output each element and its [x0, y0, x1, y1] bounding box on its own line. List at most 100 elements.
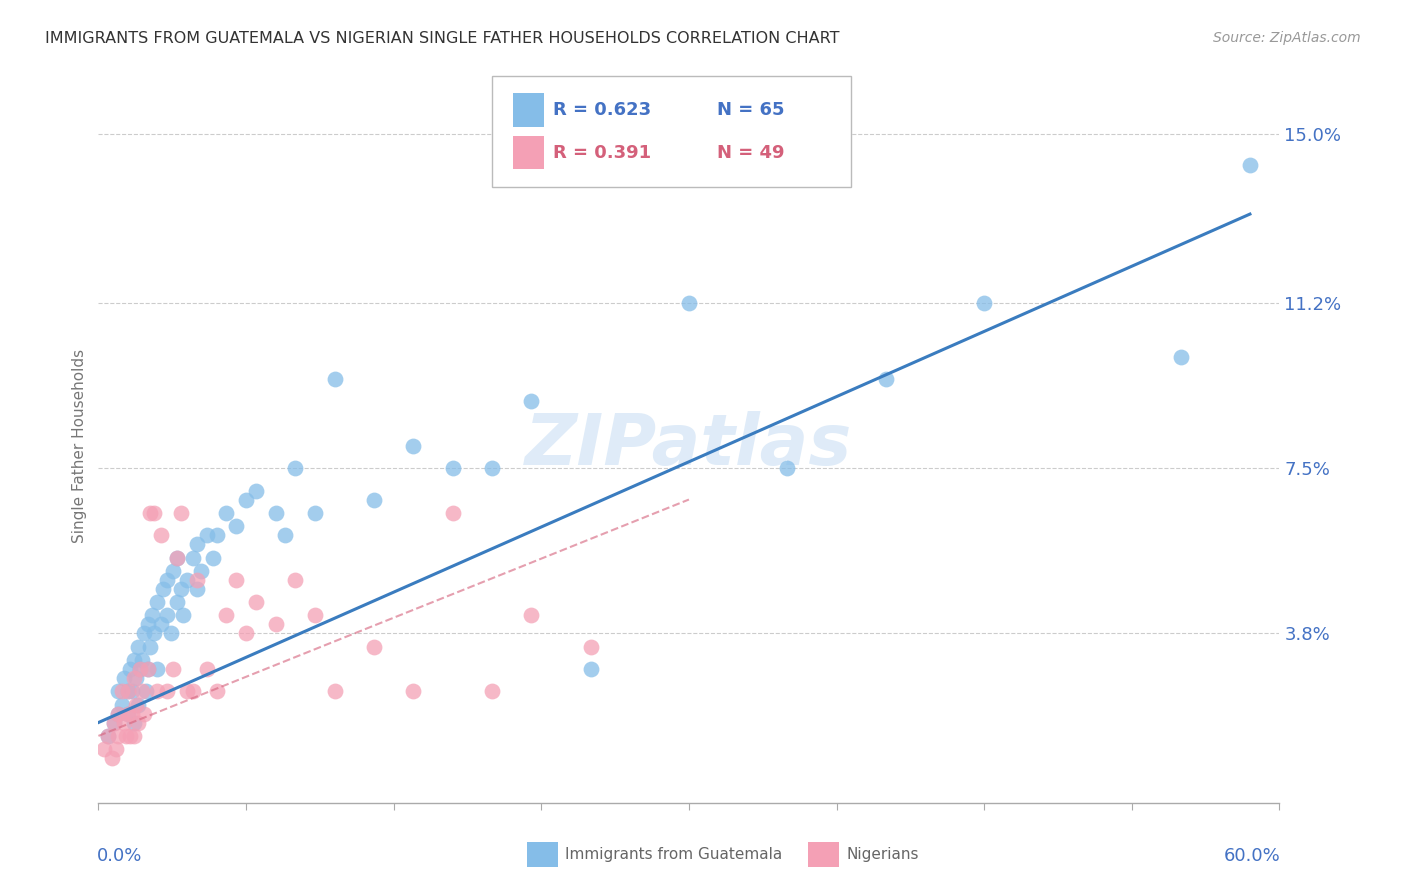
Point: [136, 662, 159, 676]
Point: [103, 715, 125, 730]
Point: [481, 461, 503, 475]
Point: [117, 706, 139, 721]
Y-axis label: Single Father Households: Single Father Households: [72, 349, 87, 543]
Point: [235, 492, 257, 507]
Point: [128, 662, 150, 676]
Point: [122, 671, 145, 685]
Point: [111, 684, 134, 698]
Point: [264, 506, 287, 520]
Point: [284, 461, 307, 475]
Point: [215, 506, 238, 520]
Point: [125, 671, 148, 685]
Point: [131, 684, 153, 698]
Point: [186, 582, 208, 596]
Point: [97, 729, 120, 743]
Point: [150, 528, 173, 542]
Point: [284, 573, 307, 587]
Point: [205, 684, 228, 698]
Point: [225, 573, 247, 587]
Text: R = 0.623: R = 0.623: [553, 101, 651, 119]
Point: [304, 506, 326, 520]
Point: [101, 751, 124, 765]
Point: [122, 715, 145, 730]
Point: [118, 662, 141, 676]
Point: [973, 296, 995, 310]
Point: [131, 653, 153, 667]
Point: [190, 564, 212, 578]
Point: [776, 461, 799, 475]
Point: [156, 684, 179, 698]
Point: [520, 608, 543, 623]
Point: [122, 653, 145, 667]
Point: [125, 698, 148, 712]
Point: [579, 662, 602, 676]
Point: [127, 715, 149, 730]
Point: [127, 640, 149, 654]
Point: [128, 662, 150, 676]
Point: [201, 550, 224, 565]
Point: [176, 573, 198, 587]
Point: [245, 483, 267, 498]
Point: [107, 684, 129, 698]
Point: [107, 706, 129, 721]
Point: [135, 684, 157, 698]
Text: N = 65: N = 65: [717, 101, 785, 119]
Point: [441, 461, 464, 475]
Point: [138, 640, 160, 654]
Point: [103, 715, 125, 730]
Point: [162, 662, 184, 676]
Point: [323, 684, 346, 698]
Point: [115, 729, 138, 743]
Point: [93, 742, 115, 756]
Text: 60.0%: 60.0%: [1223, 847, 1281, 865]
Point: [215, 608, 238, 623]
Point: [160, 626, 183, 640]
Point: [117, 684, 139, 698]
Point: [225, 519, 247, 533]
Point: [105, 742, 128, 756]
Point: [172, 608, 194, 623]
Text: N = 49: N = 49: [717, 144, 785, 161]
Text: Immigrants from Guatemala: Immigrants from Guatemala: [565, 847, 783, 862]
Text: ZIPatlas: ZIPatlas: [526, 411, 852, 481]
Point: [121, 706, 143, 721]
Point: [304, 608, 326, 623]
Point: [142, 506, 165, 520]
Point: [264, 617, 287, 632]
Point: [363, 492, 385, 507]
Point: [481, 684, 503, 698]
Point: [118, 729, 141, 743]
Point: [107, 729, 129, 743]
Point: [166, 550, 188, 565]
Point: [141, 608, 163, 623]
Point: [142, 626, 165, 640]
Point: [136, 617, 159, 632]
Point: [166, 550, 188, 565]
Point: [402, 439, 425, 453]
Point: [111, 698, 134, 712]
Point: [156, 573, 179, 587]
Point: [156, 608, 179, 623]
Point: [520, 394, 543, 409]
Point: [146, 684, 169, 698]
Point: [441, 506, 464, 520]
Point: [132, 706, 155, 721]
Point: [176, 684, 198, 698]
Point: [170, 582, 193, 596]
Point: [122, 729, 145, 743]
Point: [1239, 158, 1261, 172]
Point: [138, 506, 160, 520]
Point: [1170, 350, 1192, 364]
Point: [195, 528, 218, 542]
Point: [274, 528, 297, 542]
Point: [323, 372, 346, 386]
Point: [162, 564, 184, 578]
Point: [132, 626, 155, 640]
Point: [127, 698, 149, 712]
Point: [402, 684, 425, 698]
Point: [245, 595, 267, 609]
Point: [205, 528, 228, 542]
Text: 0.0%: 0.0%: [97, 847, 142, 865]
Point: [170, 506, 193, 520]
Point: [150, 617, 173, 632]
